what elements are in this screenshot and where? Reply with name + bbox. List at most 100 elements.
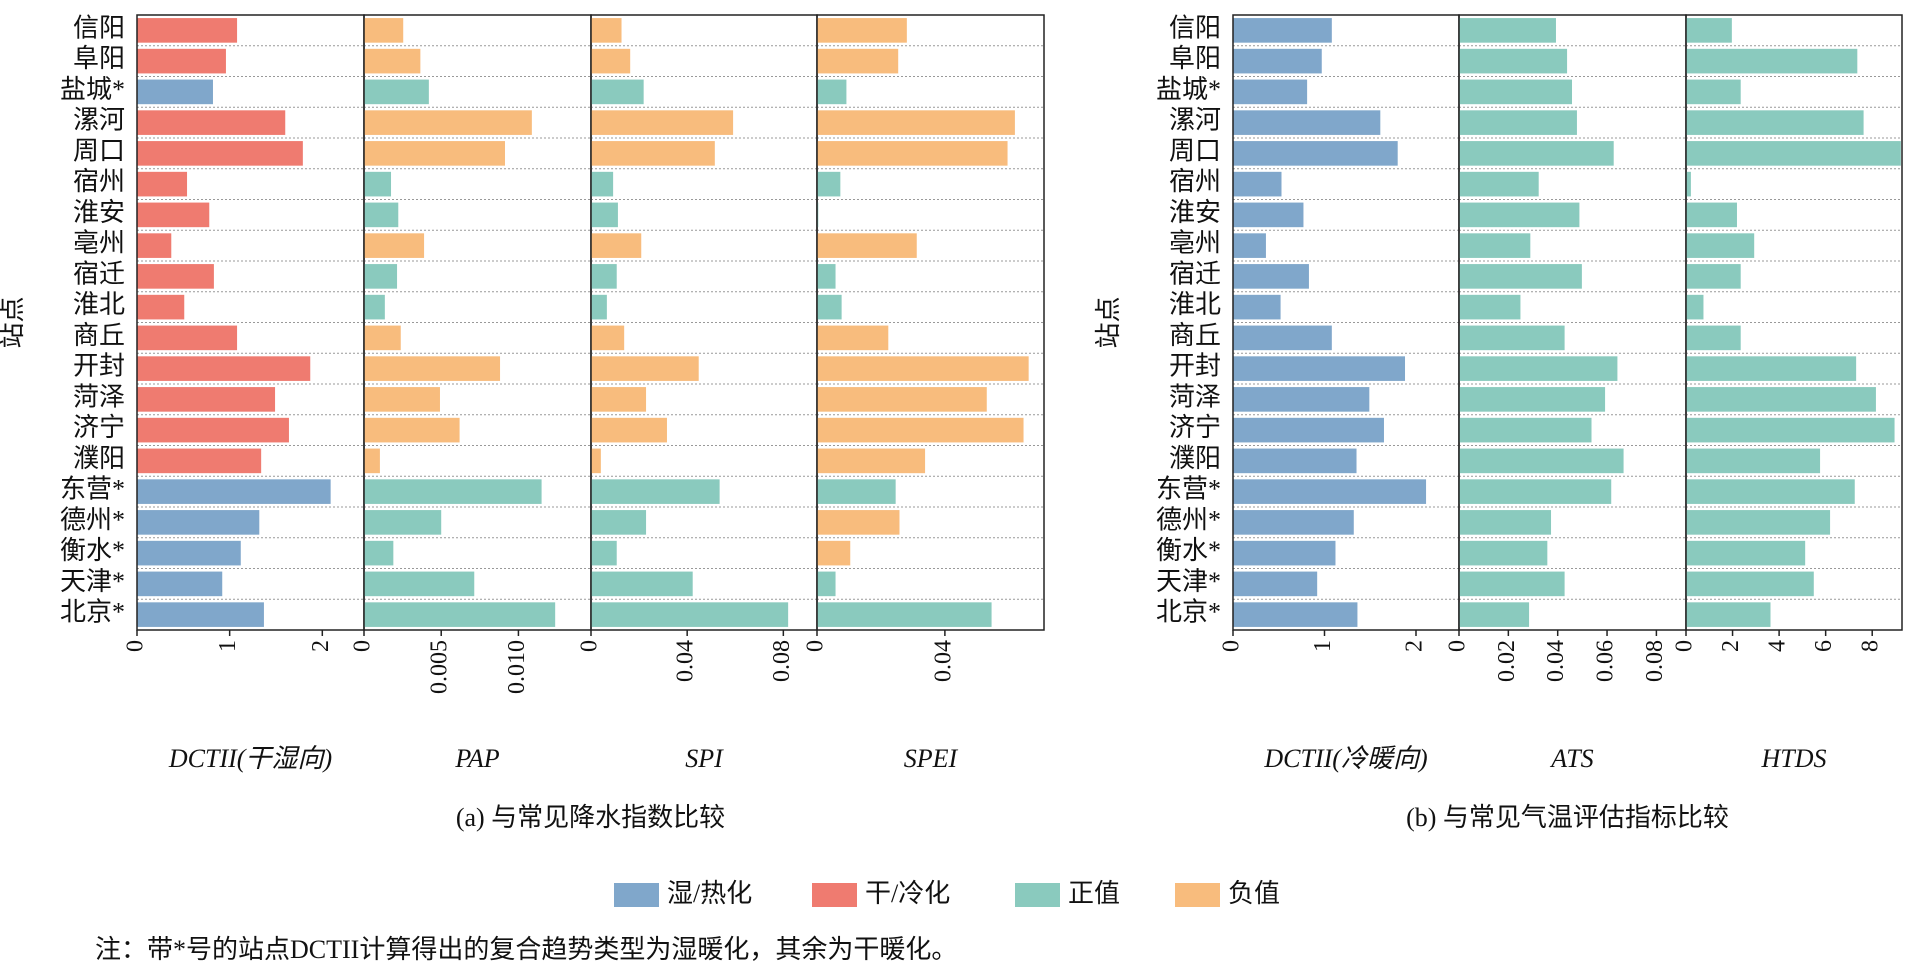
bar [137, 602, 264, 627]
station-label: 济宁 [1169, 413, 1221, 442]
bar [1686, 18, 1732, 43]
bar [364, 571, 475, 597]
bar [1686, 387, 1876, 412]
bar [1233, 79, 1308, 105]
bar [1459, 110, 1577, 135]
bar [1459, 294, 1521, 320]
legend-swatch [812, 883, 857, 907]
bar [1686, 79, 1741, 105]
bar [364, 79, 429, 105]
bar [1233, 479, 1427, 504]
bar [817, 48, 899, 74]
station-label: 漯河 [1169, 106, 1221, 135]
bar [817, 233, 917, 258]
station-label: 盐城* [60, 75, 125, 104]
bar [591, 571, 693, 597]
bar [1233, 356, 1406, 381]
bar [1459, 264, 1582, 289]
station-label: 亳州 [73, 229, 125, 258]
x-tick-label: 0.04 [673, 640, 699, 682]
station-label: 亳州 [1169, 229, 1221, 258]
bar [591, 233, 642, 258]
bar [1459, 602, 1530, 627]
bar [1459, 325, 1565, 351]
bar [137, 294, 185, 320]
x-tick-label: 0 [803, 640, 829, 652]
bar [364, 294, 385, 320]
bar [364, 18, 404, 43]
station-label: 菏泽 [1169, 382, 1221, 411]
bar [137, 202, 210, 228]
x-tick-label: 2 [308, 640, 334, 652]
bar [817, 387, 987, 412]
bar [1686, 448, 1821, 474]
bar [591, 448, 601, 474]
bar [137, 510, 260, 535]
bar [137, 540, 241, 566]
x-tick-label: 0.010 [504, 640, 530, 694]
bar [364, 141, 505, 166]
legend-label: 干/冷化 [865, 879, 950, 908]
group-caption: (a) 与常见降水指数比较 [456, 803, 725, 832]
station-label: 衡水* [1156, 536, 1221, 565]
x-axis-label: DCTII(冷暖向) [1263, 744, 1427, 773]
station-label: 淮北 [73, 290, 125, 319]
bar [817, 110, 1015, 135]
bar [1459, 171, 1539, 197]
bar [137, 79, 213, 105]
bar [591, 479, 720, 504]
station-label: 信阳 [1169, 13, 1221, 42]
station-label: 衡水* [60, 536, 125, 565]
bar [591, 141, 715, 166]
bar [817, 79, 847, 105]
y-axis-label: 站点 [0, 296, 27, 348]
station-label: 北京* [1156, 598, 1221, 627]
x-tick-label: 2 [1401, 640, 1427, 652]
bar [817, 417, 1024, 443]
bar [137, 479, 331, 504]
bar [1459, 510, 1552, 535]
note: 注：带*号的站点DCTII计算得出的复合趋势类型为湿暖化，其余为干暖化。 [95, 935, 957, 964]
bar [1686, 356, 1857, 381]
bar [1686, 171, 1691, 197]
x-axis-label: SPEI [904, 744, 959, 773]
bar [364, 325, 401, 351]
bar [1233, 141, 1398, 166]
x-tick-label: 1 [215, 640, 241, 652]
y-axis-label: 站点 [1094, 296, 1123, 348]
bar [1459, 141, 1614, 166]
legend-swatch [614, 883, 659, 907]
bar [1459, 202, 1580, 228]
bar [1686, 110, 1864, 135]
bar [817, 540, 851, 566]
panel-frame [816, 14, 1045, 631]
bar [1459, 79, 1573, 105]
station-label: 淮安 [1169, 198, 1221, 227]
bar [1233, 387, 1370, 412]
bar [1459, 48, 1568, 74]
x-tick-label: 0 [123, 640, 149, 652]
x-tick-label: 4 [1765, 640, 1791, 652]
station-label: 淮安 [73, 198, 125, 227]
bar [591, 356, 699, 381]
bar [364, 264, 398, 289]
x-axis-label: DCTII(干湿向) [168, 744, 332, 773]
station-label: 商丘 [73, 321, 125, 350]
bar [364, 387, 440, 412]
bar [591, 110, 734, 135]
bar [364, 479, 542, 504]
x-axis-label: SPI [685, 744, 724, 773]
bar [1233, 110, 1381, 135]
x-tick-label: 2 [1718, 640, 1744, 652]
bar [1233, 602, 1358, 627]
bar [1686, 233, 1755, 258]
bar [591, 325, 625, 351]
bar [137, 571, 223, 597]
bar [1459, 18, 1556, 43]
bar [591, 171, 614, 197]
bar [1459, 356, 1618, 381]
bar [1686, 48, 1858, 74]
bar [591, 294, 607, 320]
station-label: 宿州 [1169, 167, 1221, 196]
station-label: 宿州 [73, 167, 125, 196]
